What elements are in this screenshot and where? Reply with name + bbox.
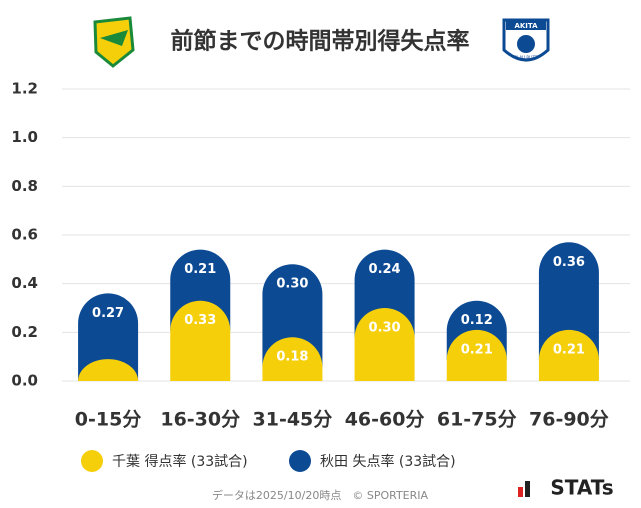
x-tick-label: 61-75分	[437, 409, 517, 431]
x-tick-label: 46-60分	[345, 409, 425, 431]
legend-label: 千葉 得点率 (33試合)	[112, 453, 248, 470]
y-tick-label: 0.0	[11, 372, 38, 390]
bar-segment	[354, 308, 415, 381]
y-tick-label: 0.6	[11, 226, 38, 244]
value-label: 0.33	[184, 313, 216, 328]
y-tick-label: 0.8	[11, 177, 38, 195]
brand: STATs	[550, 476, 613, 500]
value-label: 0.36	[553, 255, 585, 270]
bar-segment	[538, 329, 599, 381]
y-tick-label: 0.4	[11, 274, 38, 292]
value-label: 0.21	[461, 342, 493, 357]
bar-segment	[262, 337, 323, 381]
chart-title: 前節までの時間帯別得失点率	[171, 28, 470, 55]
value-label: 0.30	[276, 277, 308, 292]
x-tick-label: 76-90分	[529, 409, 609, 431]
x-tick-label: 0-15分	[75, 409, 142, 431]
y-tick-label: 0.2	[11, 323, 38, 341]
bar-segment	[78, 293, 139, 381]
value-label: 0.21	[184, 262, 216, 277]
chiba-logo	[93, 16, 135, 68]
stats-logo: STATs	[518, 476, 614, 500]
value-label: 0.12	[461, 313, 493, 328]
x-tick-label: 31-45分	[253, 409, 333, 431]
value-label: 0.21	[553, 342, 585, 357]
footer: データは2025/10/20時点 © SPORTERIA	[212, 488, 429, 502]
value-label: 0.24	[369, 262, 401, 277]
legend-label: 秋田 失点率 (33試合)	[320, 453, 456, 470]
value-label: 0.30	[369, 321, 401, 336]
y-tick-label: 1.0	[11, 128, 38, 146]
badge-text: AKITA	[514, 22, 538, 30]
x-tick-label: 16-30分	[160, 409, 240, 431]
value-label: 0.27	[92, 306, 124, 321]
legend-swatch	[289, 450, 311, 472]
bar-segment	[446, 329, 507, 381]
akita-logo: AKITA BLAU BLITZ	[502, 18, 550, 62]
badge-text: BLAU BLITZ	[514, 55, 538, 60]
bar-segment	[170, 300, 231, 381]
legend-swatch	[81, 450, 103, 472]
y-tick-label: 1.2	[11, 80, 38, 98]
value-label: 0.18	[276, 350, 308, 365]
bar-segment	[78, 359, 139, 381]
bar-segment	[538, 242, 599, 360]
